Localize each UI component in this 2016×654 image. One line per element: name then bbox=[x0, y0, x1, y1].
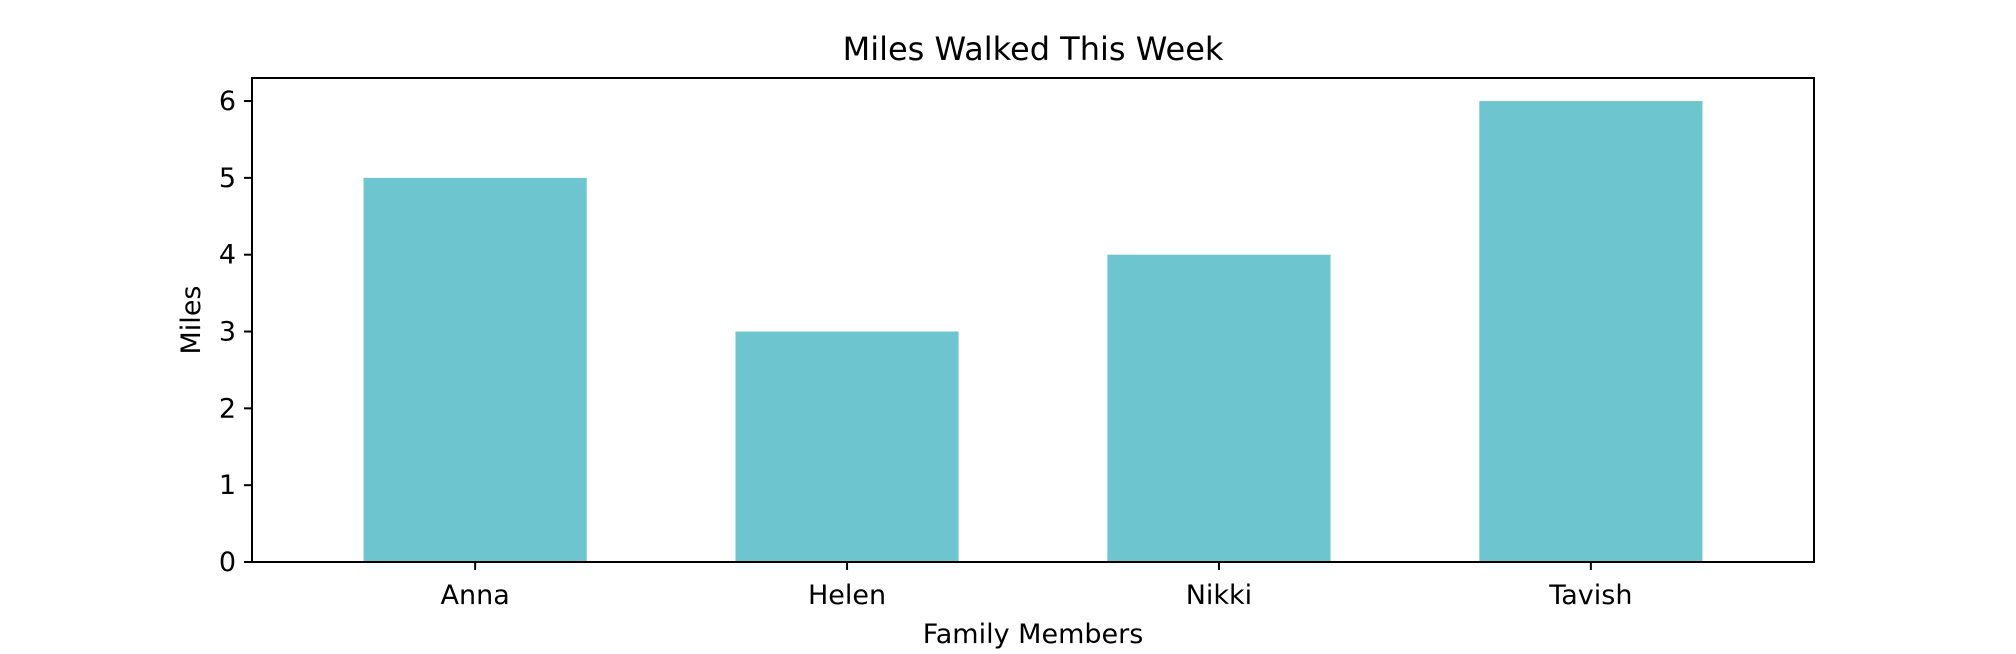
bars-group bbox=[363, 101, 1703, 563]
chart-title: Miles Walked This Week bbox=[843, 30, 1224, 68]
x-axis-label: Family Members bbox=[923, 619, 1144, 650]
y-tick-label: 1 bbox=[219, 470, 236, 501]
y-tick-label: 3 bbox=[219, 317, 236, 348]
y-axis-label: Miles bbox=[176, 286, 207, 355]
bar-helen bbox=[735, 331, 959, 562]
y-tick-label: 5 bbox=[219, 163, 236, 194]
x-tick-label: Anna bbox=[441, 580, 510, 611]
y-tick-label: 0 bbox=[219, 547, 236, 578]
bar-anna bbox=[363, 177, 587, 562]
x-tick-label: Tavish bbox=[1548, 580, 1632, 611]
x-tick-label: Helen bbox=[808, 580, 886, 611]
y-tick-label: 4 bbox=[219, 240, 236, 271]
y-tick-label: 2 bbox=[219, 393, 236, 424]
x-tick-label: Nikki bbox=[1186, 580, 1252, 611]
bar-tavish bbox=[1479, 101, 1703, 563]
x-axis-ticks: Anna Helen Nikki Tavish bbox=[441, 562, 1632, 611]
bar-nikki bbox=[1107, 254, 1331, 562]
plot-frame bbox=[251, 77, 1815, 563]
y-tick-label: 6 bbox=[219, 86, 236, 117]
y-axis-ticks: 0 1 2 3 4 5 6 bbox=[219, 86, 252, 578]
